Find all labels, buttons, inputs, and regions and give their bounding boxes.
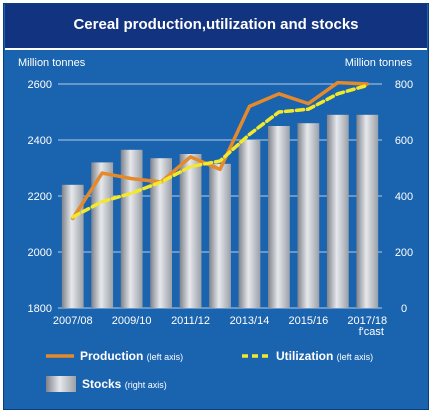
x-tick-label: 2017/18 [347, 315, 387, 327]
x-tick-label: 2013/14 [230, 315, 270, 327]
stocks-bar [150, 158, 172, 308]
x-tick-label: 2015/16 [288, 315, 328, 327]
left-tick-label: 2000 [28, 247, 52, 259]
left-axis-label: Million tonnes [18, 57, 86, 69]
stocks-bar [61, 184, 84, 308]
stocks-bar [326, 114, 349, 308]
stocks-bar [120, 149, 143, 308]
x-tick-label: 2009/10 [112, 315, 152, 327]
production-line [70, 80, 370, 221]
chart-title-bar: Cereal production,utilization and stocks [5, 4, 427, 50]
legend-production-label: Production (left axis) [80, 349, 183, 363]
stocks-bar [297, 123, 320, 308]
left-tick-label: 1800 [28, 303, 52, 315]
legend-utilization-label: Utilization (left axis) [276, 349, 373, 363]
right-tick-label: 200 [395, 247, 413, 259]
right-axis-label: Million tonnes [345, 57, 413, 69]
right-tick-label: 600 [395, 135, 413, 147]
utilization-line [70, 83, 370, 219]
x-tick-label: 2011/12 [171, 315, 210, 327]
left-tick-label: 2400 [28, 135, 52, 147]
left-tick-label: 2600 [28, 79, 52, 91]
right-tick-label: 400 [395, 191, 413, 203]
legend: Production (left axis) Utilization (left… [46, 349, 373, 392]
legend-stocks-swatch [46, 376, 76, 392]
forecast-note: f'cast [359, 326, 384, 338]
stocks-bar [179, 154, 202, 308]
chart-title: Cereal production,utilization and stocks [73, 16, 359, 33]
legend-stocks-label: Stocks (right axis) [82, 377, 167, 391]
stocks-bar [238, 140, 261, 308]
right-tick-label: 0 [401, 303, 407, 315]
left-tick-label: 2200 [28, 191, 52, 203]
stocks-bar [356, 114, 379, 308]
stocks-bar [268, 126, 290, 308]
stocks-bar [209, 163, 231, 308]
right-tick-label: 800 [395, 79, 413, 91]
x-tick-label: 2007/08 [53, 315, 93, 327]
